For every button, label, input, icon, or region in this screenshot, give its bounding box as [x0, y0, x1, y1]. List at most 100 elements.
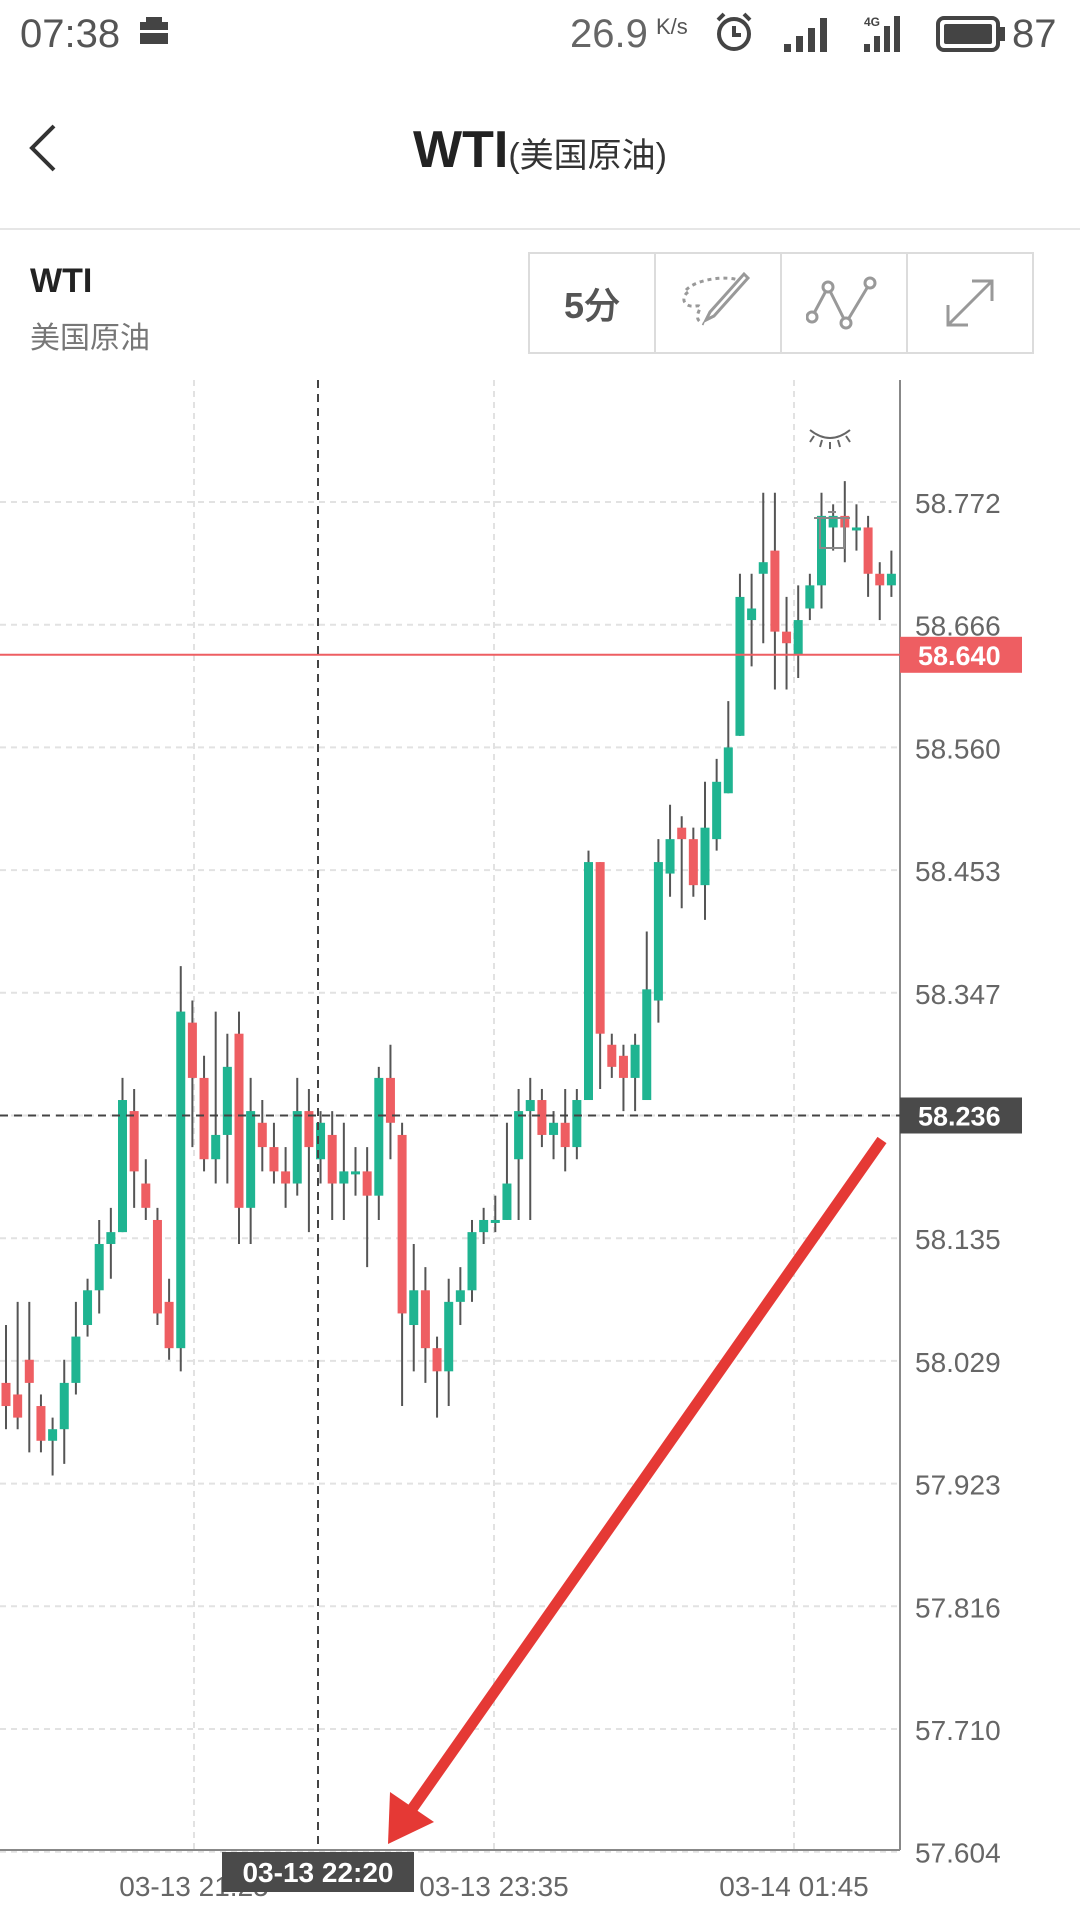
candle-body: [502, 1183, 512, 1220]
expand-icon: [946, 279, 994, 327]
candle-body: [199, 1077, 209, 1160]
candle-body: [141, 1183, 151, 1208]
candle-body: [479, 1219, 489, 1233]
x-tick-label: 03-13 23:35: [419, 1871, 568, 1902]
page-title: WTI(美国原油): [0, 120, 1080, 180]
candle-body: [152, 1219, 162, 1314]
candle-body: [455, 1290, 465, 1302]
y-tick-label: 58.772: [915, 488, 1001, 519]
line-chart-icon: [806, 276, 877, 330]
status-bar: 07:38 26.9 K/s 4G 87: [0, 0, 1080, 72]
candle-body: [316, 1122, 326, 1160]
candle-body: [782, 631, 792, 644]
candle-body: [665, 839, 675, 874]
page-title-name: (美国原油): [508, 137, 667, 175]
candle-body: [94, 1243, 104, 1291]
candle-body: [385, 1077, 395, 1123]
back-arrow-icon[interactable]: [22, 118, 82, 178]
candle-body: [467, 1232, 477, 1291]
candle-body: [211, 1134, 221, 1160]
delete-icon[interactable]: [814, 511, 850, 549]
candle-body: [59, 1382, 69, 1430]
candle-body: [118, 1100, 127, 1233]
crosshair-time-label: 03-13 22:20: [242, 1857, 393, 1888]
candle-body: [618, 1055, 628, 1078]
candle-body: [537, 1100, 547, 1135]
candle-body: [36, 1406, 46, 1441]
candle-body: [642, 989, 652, 1101]
candles: [1, 481, 896, 1476]
y-tick-label: 58.029: [915, 1347, 1001, 1378]
instrument-symbol: WTI: [30, 262, 93, 300]
candle-body: [712, 781, 722, 840]
crosshair-price-badge: [900, 1097, 1022, 1134]
net-speed-unit: K/s: [656, 14, 688, 39]
current-price-badge: [900, 636, 1022, 673]
battery-icon: [936, 16, 1005, 52]
candle-body: [13, 1394, 23, 1418]
candle-body: [234, 1033, 244, 1208]
candle-body: [292, 1111, 302, 1184]
candle-body: [677, 827, 687, 840]
candle-body: [490, 1219, 500, 1223]
instrument-name: 美国原油: [30, 322, 150, 355]
candle-body: [269, 1147, 279, 1172]
svg-text:4G: 4G: [864, 15, 880, 29]
instrument-header: WTI 美国原油: [30, 262, 150, 357]
candle-body: [257, 1122, 267, 1148]
candle-body: [653, 862, 663, 1001]
candle-body: [817, 515, 826, 586]
nav-bar: WTI(美国原油): [0, 72, 1080, 230]
candle-body: [187, 1022, 197, 1078]
candle-body: [397, 1134, 407, 1314]
battery-level: 87: [1012, 12, 1057, 56]
candle-body: [747, 608, 757, 621]
candle-body: [48, 1429, 58, 1441]
indicator-button[interactable]: [782, 254, 908, 352]
candle-body: [828, 515, 838, 528]
signal-4g-icon: 4G: [864, 15, 900, 52]
alarm-icon: [716, 12, 752, 51]
period-button[interactable]: 5分: [530, 254, 656, 352]
hide-eye-icon[interactable]: [809, 429, 851, 449]
page-title-symbol: WTI: [413, 121, 509, 179]
candle-body: [24, 1359, 34, 1383]
candle-body: [875, 573, 885, 586]
candle-body: [584, 862, 593, 1101]
candle-body: [863, 527, 873, 574]
candle-body: [793, 620, 803, 655]
candle-body: [525, 1100, 535, 1112]
candle-body: [735, 596, 745, 736]
candle-body: [339, 1171, 349, 1184]
current-price-label: 58.640: [918, 641, 1001, 671]
candle-body: [281, 1171, 291, 1184]
candle-body: [886, 573, 896, 586]
period-label: 5分: [563, 285, 621, 326]
candle-body: [420, 1290, 430, 1349]
y-tick-label: 58.453: [915, 856, 1001, 887]
candle-body: [560, 1122, 570, 1148]
y-tick-label: 57.816: [915, 1592, 1001, 1623]
crosshair-price-label: 58.236: [918, 1102, 1001, 1132]
draw-pen-icon: [682, 271, 751, 326]
candle-body: [805, 585, 815, 609]
y-tick-label: 58.347: [915, 979, 1001, 1010]
candle-body: [409, 1290, 419, 1326]
candle-body: [549, 1122, 559, 1135]
candle-body: [246, 1111, 256, 1208]
candle-body: [595, 862, 605, 1034]
candle-body: [572, 1100, 582, 1148]
y-tick-label: 58.666: [915, 611, 1001, 642]
candle-body: [688, 839, 698, 886]
draw-button[interactable]: [656, 254, 782, 352]
fullscreen-button[interactable]: [908, 254, 1032, 352]
candle-body: [222, 1066, 232, 1135]
candle-body: [106, 1232, 116, 1244]
candle-body: [1, 1382, 11, 1407]
candle-body: [432, 1348, 442, 1372]
candle-body: [851, 527, 861, 531]
x-axis: 03-13 21:25 03-13 23:35 03-14 01:45: [0, 1849, 900, 1902]
candle-body: [444, 1301, 454, 1372]
candle-body: [514, 1111, 524, 1160]
